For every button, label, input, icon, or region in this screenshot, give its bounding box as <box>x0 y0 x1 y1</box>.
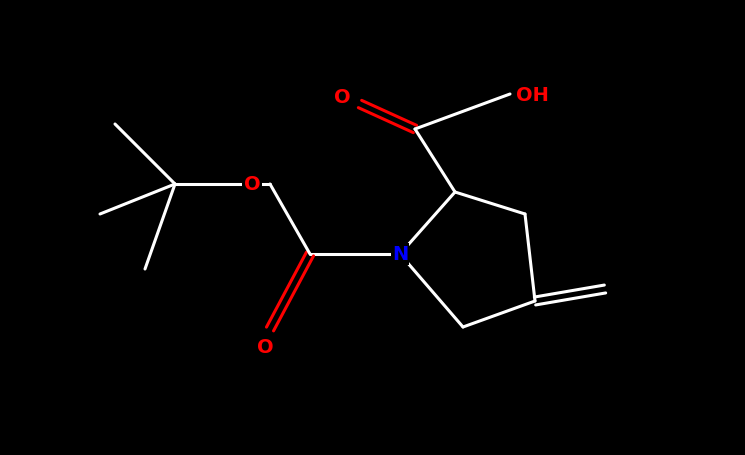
Text: O: O <box>334 87 350 106</box>
Text: O: O <box>244 175 260 194</box>
Text: O: O <box>257 338 273 357</box>
Text: N: N <box>392 245 408 264</box>
Text: OH: OH <box>516 86 548 104</box>
